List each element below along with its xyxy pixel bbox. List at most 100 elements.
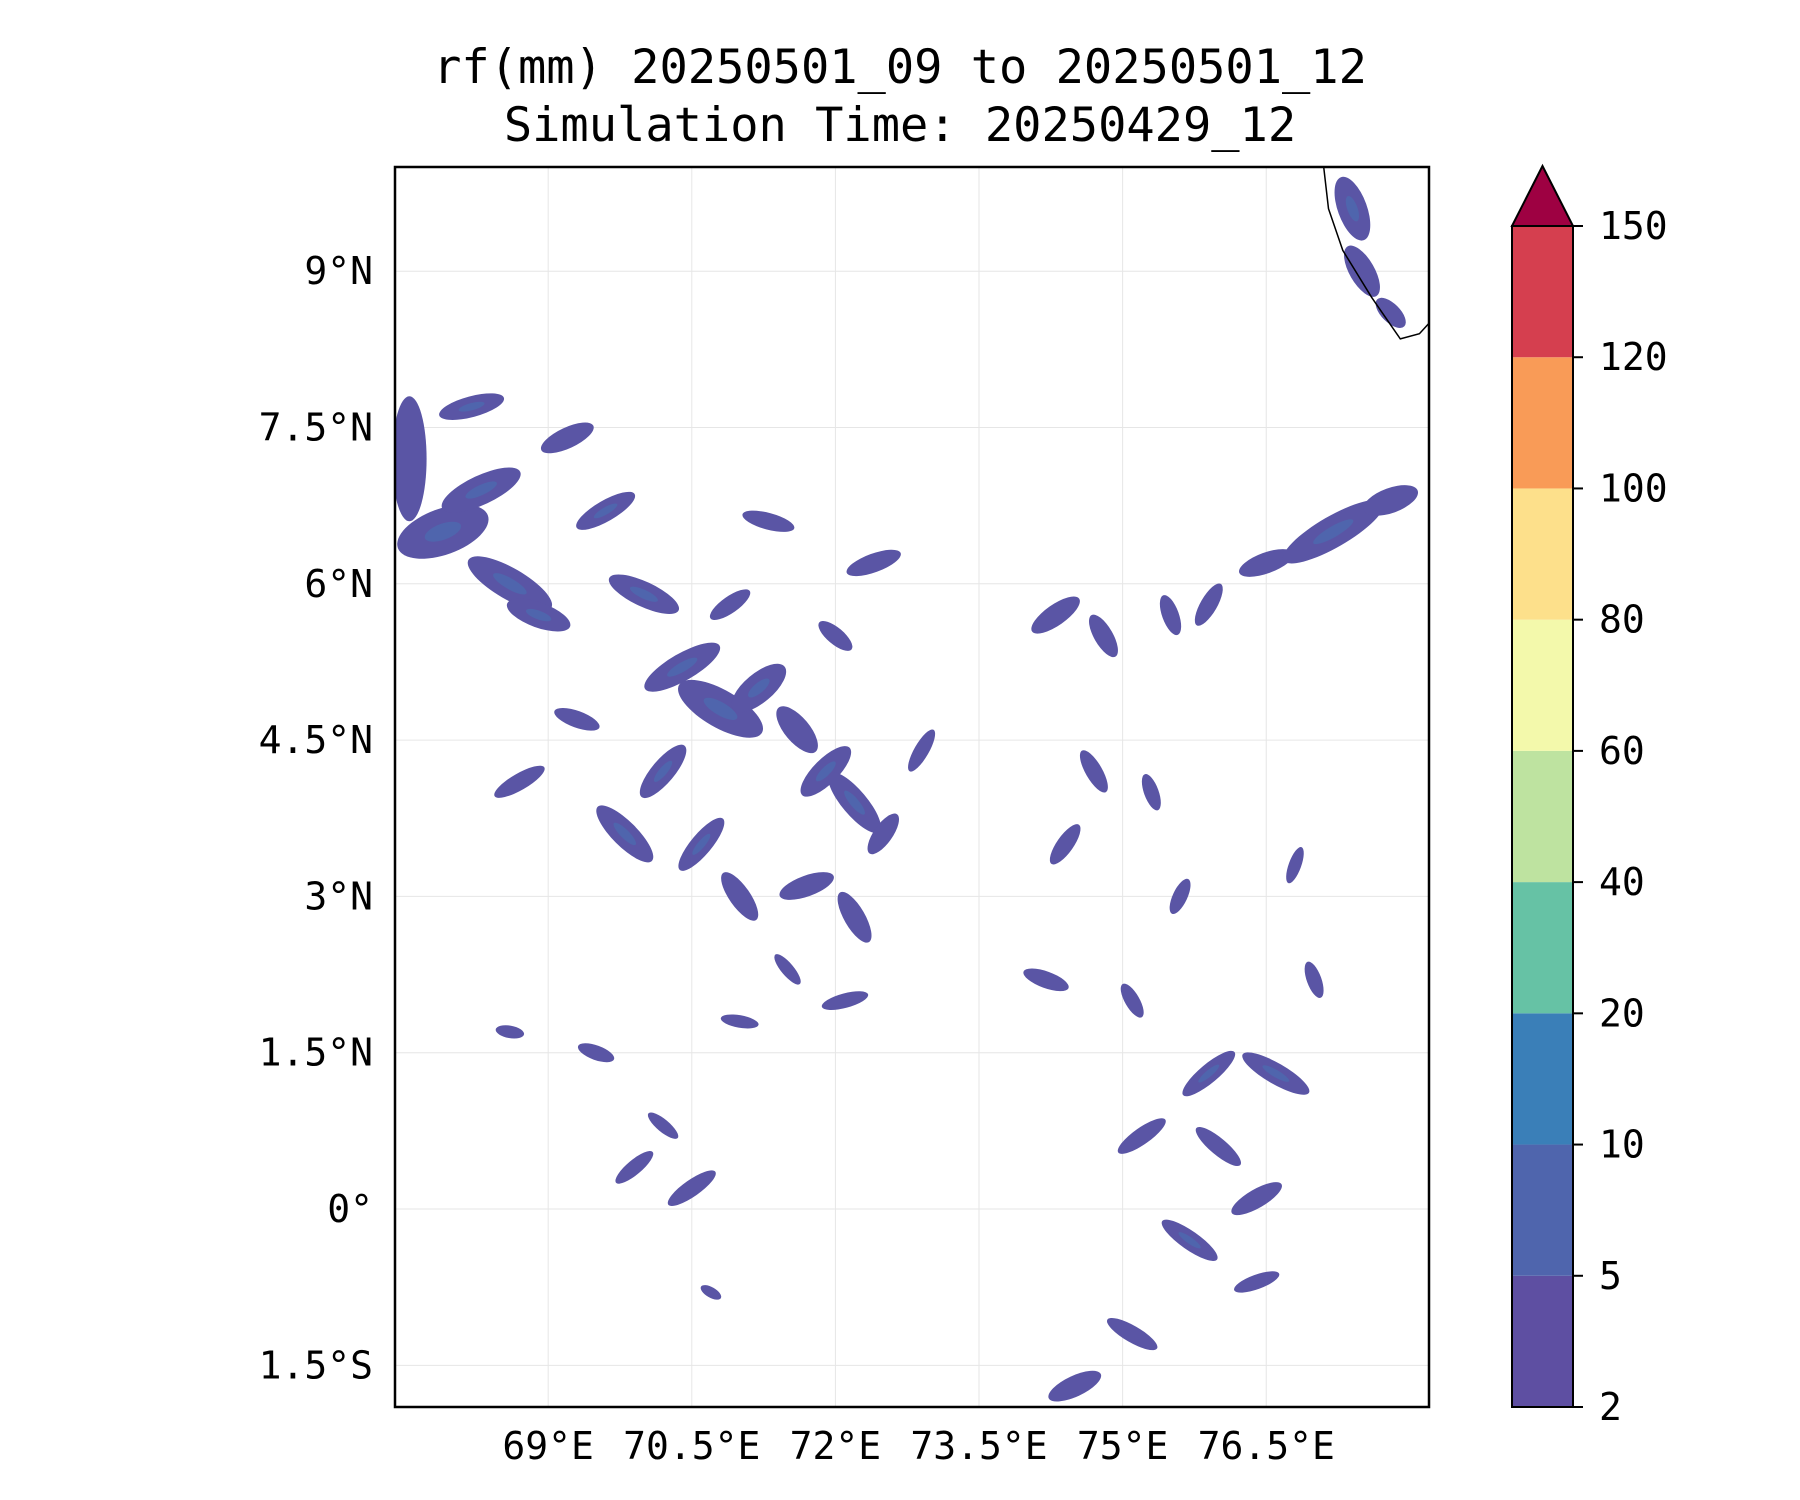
rain-patch bbox=[1286, 847, 1304, 884]
colorbar-segment bbox=[1512, 1013, 1573, 1145]
rain-patch bbox=[1363, 485, 1419, 516]
rain-patch-core bbox=[525, 608, 552, 622]
rain-patch bbox=[1194, 583, 1223, 626]
rain-patch bbox=[1141, 774, 1161, 811]
rain-patch bbox=[554, 707, 600, 731]
coastline bbox=[1322, 167, 1429, 340]
rain-patch bbox=[837, 891, 872, 943]
rain-patch bbox=[615, 1150, 654, 1184]
rain-patch bbox=[494, 765, 545, 798]
rain-patch bbox=[647, 1112, 679, 1139]
rain-patch-core bbox=[1198, 1064, 1220, 1083]
colorbar-segment bbox=[1512, 619, 1573, 751]
rain-patch bbox=[1343, 245, 1380, 297]
longitude-tick-label: 73.5°E bbox=[910, 1424, 1047, 1468]
rain-patch bbox=[721, 872, 759, 921]
rain-patch-core bbox=[629, 586, 658, 602]
rain-patch-core bbox=[703, 697, 738, 720]
latitude-tick-label: 7.5°N bbox=[259, 406, 373, 450]
map-background bbox=[395, 167, 1429, 1407]
map-frame bbox=[393, 165, 1431, 1409]
latitude-tick-label: 6°N bbox=[304, 562, 373, 606]
colorbar-segment bbox=[1512, 226, 1573, 358]
graticule bbox=[395, 167, 1429, 1407]
longitude-tick-label: 75°E bbox=[1077, 1424, 1169, 1468]
colorbar-tick-label: 40 bbox=[1599, 860, 1645, 904]
colorbar-tick-label: 150 bbox=[1599, 204, 1668, 248]
rain-patch-core bbox=[844, 790, 865, 815]
rain-patch bbox=[1234, 1271, 1280, 1293]
colorbar-segment bbox=[1512, 357, 1573, 489]
rain-patch-core bbox=[653, 760, 673, 782]
rain-patch-core bbox=[593, 503, 618, 519]
rainfall-field bbox=[395, 176, 1419, 1402]
rain-patch-core bbox=[458, 401, 485, 412]
rain-patch bbox=[1169, 878, 1191, 915]
rain-patch bbox=[1079, 750, 1108, 793]
rain-patch bbox=[1195, 1126, 1242, 1167]
rain-patch-core bbox=[1262, 1065, 1290, 1082]
india-coastline bbox=[1322, 167, 1429, 340]
rain-patch bbox=[779, 872, 834, 900]
colorbar-tick-label: 10 bbox=[1599, 1123, 1645, 1167]
latitude-tick-label: 4.5°N bbox=[259, 718, 373, 762]
colorbar-tick-label: 120 bbox=[1599, 335, 1668, 379]
rain-patch bbox=[709, 589, 751, 620]
rain-patch bbox=[667, 1170, 716, 1207]
rain-patch bbox=[1049, 824, 1081, 865]
rain-patch bbox=[1375, 297, 1406, 328]
rain-patch bbox=[1089, 614, 1118, 658]
rain-patch bbox=[540, 422, 594, 454]
colorbar-tick-label: 100 bbox=[1599, 466, 1668, 510]
rain-patch bbox=[720, 1014, 759, 1029]
rain-patch bbox=[700, 1285, 722, 1300]
rain-patch bbox=[846, 549, 901, 577]
latitude-tick-label: 1.5°N bbox=[259, 1031, 373, 1075]
colorbar-tick-label: 2 bbox=[1599, 1385, 1622, 1429]
rain-patch bbox=[742, 510, 795, 532]
rain-patch bbox=[1106, 1317, 1158, 1351]
rain-patch-core bbox=[1313, 519, 1354, 545]
rain-patch-core bbox=[493, 573, 527, 595]
rain-patch-core bbox=[613, 822, 637, 846]
colorbar-segment bbox=[1512, 1144, 1573, 1276]
rain-patch bbox=[867, 813, 900, 855]
rain-patch bbox=[1048, 1370, 1102, 1402]
rain-patch-core bbox=[1345, 195, 1360, 222]
longitude-tick-label: 76.5°E bbox=[1198, 1424, 1335, 1468]
rain-patch bbox=[1239, 549, 1294, 577]
colorbar: 2 5 10 20 40 60 80 100 120 150 bbox=[1510, 163, 1668, 1429]
longitude-tick-label: 70.5°E bbox=[623, 1424, 760, 1468]
longitude-tick-label: 69°E bbox=[502, 1424, 594, 1468]
colorbar-extend-arrow bbox=[1510, 163, 1575, 227]
longitude-tick-label: 72°E bbox=[790, 1424, 882, 1468]
map-subtitle: Simulation Time: 20250429_12 bbox=[503, 98, 1297, 153]
latitude-tick-label: 9°N bbox=[304, 249, 373, 293]
longitude-tick-labels: 69°E 70.5°E 72°E 73.5°E 75°E 76.5°E bbox=[502, 1424, 1334, 1468]
map-title: rf(mm) 20250501_09 to 20250501_12 bbox=[433, 40, 1367, 95]
colorbar-tick-label: 20 bbox=[1599, 991, 1645, 1035]
rain-patch-core bbox=[667, 657, 698, 677]
colorbar-tick-label: 80 bbox=[1599, 598, 1645, 642]
rain-patch-core bbox=[424, 521, 462, 542]
rain-patch bbox=[1023, 968, 1069, 992]
rain-patch bbox=[1304, 961, 1324, 998]
rain-patch bbox=[908, 729, 936, 772]
rain-patch bbox=[1231, 1182, 1282, 1216]
colorbar-outline bbox=[1511, 225, 1574, 1408]
rain-patch-core bbox=[465, 481, 497, 499]
rain-patch bbox=[821, 991, 869, 1010]
rain-patch bbox=[1117, 1118, 1166, 1154]
rain-patch bbox=[1120, 983, 1144, 1018]
latitude-tick-label: 0° bbox=[327, 1187, 373, 1231]
colorbar-segment bbox=[1512, 750, 1573, 883]
latitude-tick-label: 1.5°S bbox=[259, 1343, 373, 1387]
rain-patch bbox=[776, 706, 818, 754]
colorbar-segment bbox=[1512, 488, 1573, 620]
colorbar-segment bbox=[1512, 882, 1573, 1014]
rain-patch bbox=[395, 396, 427, 522]
rain-patch-core bbox=[1178, 1232, 1201, 1249]
rain-patch bbox=[1031, 596, 1080, 634]
latitude-tick-labels: 9°N 7.5°N 6°N 4.5°N 3°N 1.5°N 0° 1.5°S bbox=[259, 249, 373, 1387]
